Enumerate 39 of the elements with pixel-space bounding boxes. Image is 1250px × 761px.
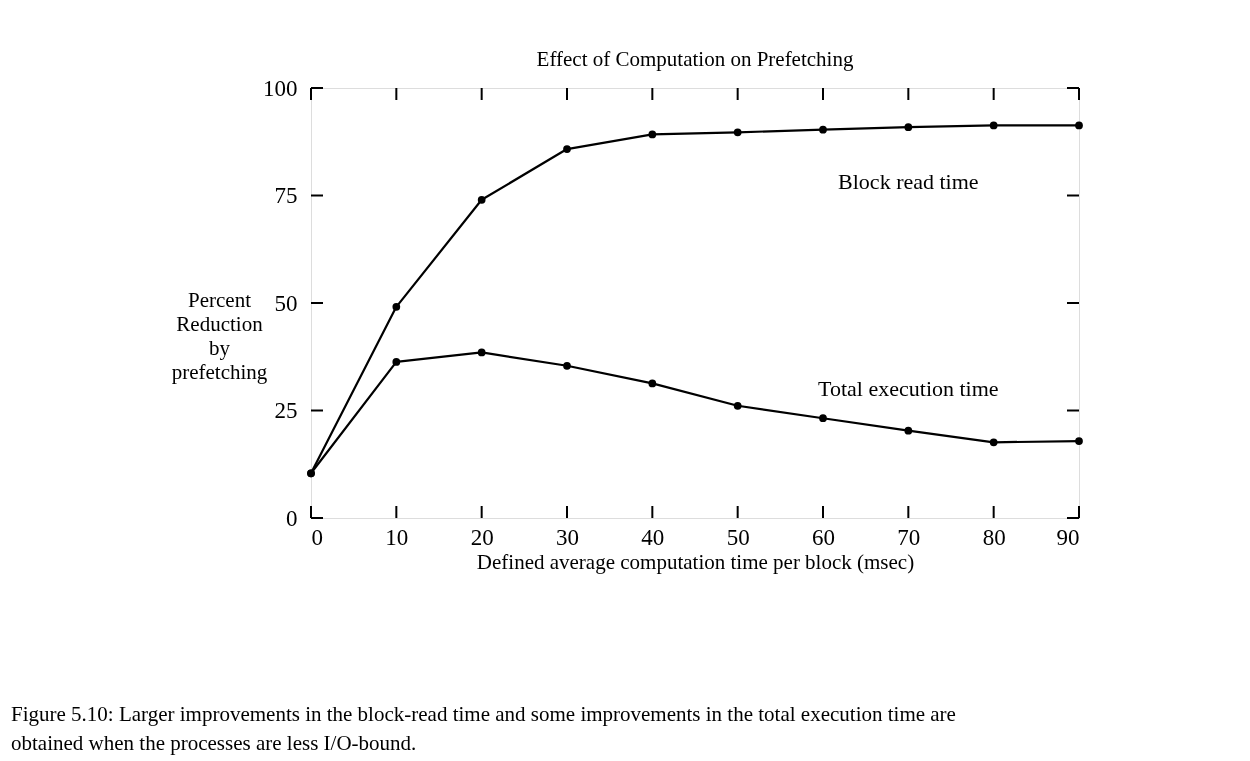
y-tick-label: 75 <box>274 183 298 208</box>
y-tick-label: 100 <box>263 75 298 101</box>
point <box>819 414 827 423</box>
x-tick-label: 40 <box>641 524 665 550</box>
point <box>648 379 657 388</box>
point <box>989 438 998 447</box>
x-tick-label: 20 <box>470 524 494 550</box>
point <box>563 361 571 370</box>
point <box>477 195 486 204</box>
point <box>1075 121 1083 130</box>
y-axis-title: Percent Reduction by prefetching <box>171 287 268 384</box>
x-tick-label: 0 <box>311 524 323 550</box>
point <box>733 128 742 137</box>
point <box>563 145 571 153</box>
chart-title: Effect of Computation on Prefetching <box>536 47 854 71</box>
y-tick-label: 50 <box>274 290 298 316</box>
y-tick-label: 0 <box>286 505 298 531</box>
x-tick-label: 50 <box>726 524 750 550</box>
point <box>904 123 913 131</box>
series-label: Block read time <box>838 169 979 195</box>
x-tick-label: 10 <box>385 524 409 550</box>
point <box>904 426 913 435</box>
point <box>477 348 486 357</box>
caption: Figure 5.10: Larger improvements in the block-read time and some improvements in the total execution time are obtained when the processes are less I/O-bound. <box>11 702 956 755</box>
point <box>392 303 401 311</box>
x-tick-label: 30 <box>556 524 579 550</box>
x-axis-title: Defined average computation time per block (msec) <box>476 549 915 574</box>
point <box>989 121 998 130</box>
x-tick-label: 70 <box>897 524 921 550</box>
x-tick-label: 60 <box>812 524 835 550</box>
y-tick-label: 25 <box>274 398 298 423</box>
series-label: Total execution time <box>818 375 999 401</box>
point <box>1075 437 1083 445</box>
x-tick-label: 80 <box>982 524 1006 550</box>
point <box>648 130 657 139</box>
point <box>819 125 827 134</box>
point <box>392 358 401 366</box>
point <box>733 401 742 410</box>
x-tick-label: 90 <box>1056 524 1080 550</box>
